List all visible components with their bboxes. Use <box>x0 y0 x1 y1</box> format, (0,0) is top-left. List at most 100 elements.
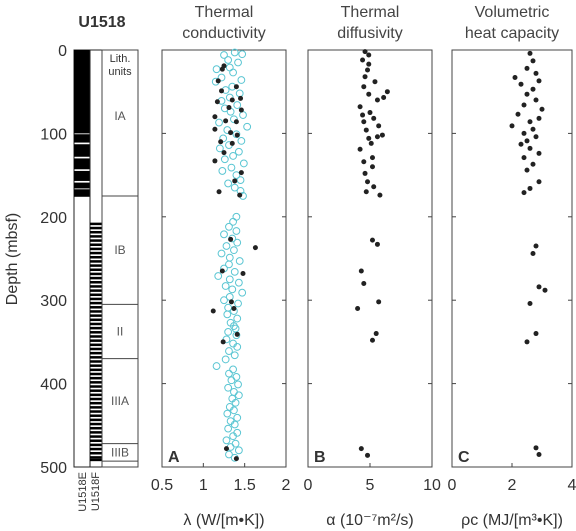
data-point-open <box>233 101 242 109</box>
hole-f-core <box>90 410 102 413</box>
data-point <box>238 95 244 101</box>
data-point <box>358 268 364 274</box>
data-point-open <box>217 249 226 258</box>
data-point <box>355 306 361 312</box>
data-point-open <box>222 335 231 344</box>
hole-f-core <box>90 318 102 322</box>
data-point <box>369 237 375 243</box>
data-point <box>238 170 244 176</box>
x-tick-label: 0.5 <box>151 477 173 494</box>
hole-f-core <box>90 335 102 338</box>
data-point-open <box>237 76 246 84</box>
data-point <box>524 65 530 71</box>
data-point <box>228 130 234 136</box>
data-point <box>527 119 533 125</box>
data-point <box>233 119 239 125</box>
hole-f-core <box>90 443 102 447</box>
data-point <box>215 78 221 84</box>
data-point-open <box>234 446 243 455</box>
x-tick-label: 5 <box>366 477 375 494</box>
data-point <box>220 339 226 345</box>
data-point-open <box>238 50 247 59</box>
data-point-open <box>231 398 240 407</box>
data-point-open <box>228 285 237 294</box>
data-point <box>214 99 220 105</box>
data-point <box>233 456 239 462</box>
data-point-open <box>232 130 241 139</box>
data-point <box>216 189 222 195</box>
data-point <box>536 150 542 156</box>
data-point <box>360 112 366 118</box>
data-point-open <box>229 68 237 77</box>
hole-f-core <box>90 272 102 276</box>
data-point-open <box>215 144 224 153</box>
data-point <box>524 138 530 144</box>
data-point <box>533 97 539 103</box>
hole-f-core <box>90 251 102 255</box>
data-point-open <box>224 179 233 188</box>
panel-title: diffusivity <box>337 25 403 42</box>
lith-unit-label: IA <box>114 109 125 123</box>
x-axis-label: ρc (MJ/[m³•K]) <box>461 512 563 529</box>
hole-f-core <box>90 393 102 397</box>
data-point <box>377 192 383 198</box>
data-point-open <box>234 278 243 287</box>
data-point-open <box>236 176 245 185</box>
hole-f-core <box>90 414 102 417</box>
data-point <box>369 164 375 170</box>
data-point-open <box>232 227 241 235</box>
lith-unit-label: IIIB <box>111 445 129 459</box>
hole-f-core <box>90 339 102 342</box>
hole-f-core <box>90 281 102 284</box>
hole-f-core <box>90 289 102 292</box>
data-point <box>219 268 225 274</box>
data-point <box>533 243 539 249</box>
data-point-open <box>223 409 232 418</box>
panel-title: conductivity <box>182 25 266 42</box>
data-point <box>512 75 518 81</box>
data-point <box>533 445 539 451</box>
data-point <box>212 114 218 120</box>
hole-e-core <box>74 158 90 170</box>
data-point <box>379 132 385 138</box>
data-point <box>252 245 258 251</box>
hole-f-core <box>90 243 102 246</box>
data-point <box>229 97 235 103</box>
data-point-open <box>222 242 231 250</box>
hole-f-core <box>90 247 102 251</box>
hole-f-core <box>90 360 102 363</box>
panel-title: Thermal <box>195 4 254 21</box>
data-point-open <box>220 230 228 239</box>
data-point <box>524 91 530 97</box>
data-point-open <box>237 137 246 145</box>
data-point-open <box>224 56 233 64</box>
data-point <box>381 95 387 101</box>
data-point-open <box>230 246 238 255</box>
data-point <box>530 86 536 92</box>
hole-f-core <box>90 351 102 355</box>
data-point-open <box>223 126 232 134</box>
data-point-open <box>225 260 233 269</box>
hole-f-core <box>90 264 102 267</box>
data-point-open <box>217 73 226 82</box>
data-point <box>362 170 368 176</box>
data-point-open <box>234 380 242 389</box>
data-point <box>240 271 246 277</box>
data-point <box>229 140 235 146</box>
data-point <box>384 89 390 95</box>
data-point-open <box>243 122 252 131</box>
x-tick-label: 0 <box>304 477 313 494</box>
hole-f-core <box>90 285 102 288</box>
panel-letter: B <box>314 449 326 466</box>
lith-units-header: Lith. <box>110 53 131 65</box>
data-point <box>509 123 515 129</box>
data-point <box>530 161 536 167</box>
data-point <box>536 284 542 290</box>
x-axis-label: α (10⁻⁷m²/s) <box>326 512 413 529</box>
data-point <box>373 331 379 337</box>
hole-f-core <box>90 222 102 226</box>
panel-letter: C <box>458 449 470 466</box>
data-point <box>234 331 240 337</box>
hole-e-core <box>74 50 90 134</box>
data-point <box>223 118 229 124</box>
